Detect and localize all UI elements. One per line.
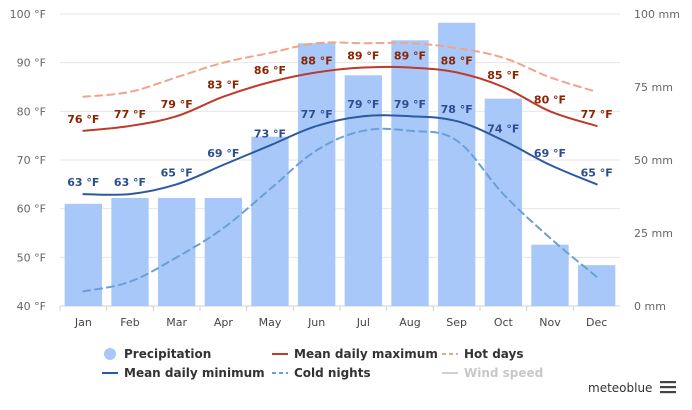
max-temp-label: 85 °F [487, 69, 519, 82]
temperature-lines [82, 41, 598, 293]
min-temp-label: 65 °F [581, 166, 613, 179]
min-temp-label: 65 °F [161, 166, 193, 179]
precipitation-bar [111, 197, 149, 306]
precipitation-bar [344, 75, 382, 306]
precipitation-bars [64, 22, 616, 307]
min-temp-label: 63 °F [114, 176, 146, 189]
max-temp-label: 79 °F [161, 98, 193, 111]
precipitation-bar [298, 43, 336, 306]
precipitation-bar [578, 265, 616, 306]
legend-symbol [104, 348, 116, 360]
series-line-cold-nights [82, 127, 598, 293]
min-temp-label: 73 °F [254, 127, 286, 140]
x-tick-label: Apr [214, 316, 234, 329]
hamburger-menu-icon[interactable] [660, 381, 676, 394]
series-line-hot-days [82, 41, 598, 98]
legend-item-cold-nights[interactable]: Cold nights [272, 366, 371, 380]
max-temp-label: 80 °F [534, 93, 566, 106]
legend-item-mean-daily-maximum[interactable]: Mean daily maximum [272, 347, 438, 361]
precipitation-bar [531, 244, 569, 306]
x-tick-label: May [259, 316, 282, 329]
x-tick-label: Aug [399, 316, 420, 329]
legend-item-wind-speed[interactable]: Wind speed [442, 366, 543, 380]
grid-lines [59, 13, 620, 311]
y-right-tick-label: 100 mm [634, 8, 680, 21]
legend-label: Hot days [464, 347, 523, 361]
precipitation-bar [251, 136, 289, 306]
series-line-mean-daily-minimum [82, 114, 598, 196]
max-temp-label: 89 °F [347, 50, 379, 63]
axis-ticks: 40 °F 50 °F 60 °F 70 °F 80 °F 90 °F 100 °F 0 mm… [10, 8, 680, 329]
max-temp-label: 88 °F [441, 54, 473, 67]
precipitation-bar [484, 98, 522, 307]
legend-label: Mean daily minimum [124, 366, 265, 380]
x-tick-label: Feb [120, 316, 139, 329]
max-temp-label: 83 °F [207, 79, 239, 92]
min-temp-label: 78 °F [441, 103, 473, 116]
x-tick-label: Jun [307, 316, 325, 329]
y-left-tick-label: 80 °F [17, 105, 46, 118]
x-tick-label: Nov [539, 316, 561, 329]
max-temp-label: 77 °F [581, 108, 613, 121]
max-temp-label: 76 °F [67, 113, 99, 126]
min-temp-label: 69 °F [207, 147, 239, 160]
min-temp-label: 79 °F [394, 98, 426, 111]
legend-label: Precipitation [124, 347, 211, 361]
x-tick-label: Oct [494, 316, 514, 329]
max-temp-label: 88 °F [301, 54, 333, 67]
legend[interactable]: Precipitation Mean daily maximum Hot days M… [102, 347, 543, 380]
precipitation-bar [204, 197, 242, 306]
y-right-tick-label: 50 mm [634, 154, 673, 167]
x-tick-label: Jul [356, 316, 370, 329]
min-temp-label: 74 °F [487, 123, 519, 136]
x-tick-label: Jan [74, 316, 92, 329]
precipitation-bar [391, 40, 429, 306]
legend-item-precipitation[interactable]: Precipitation [104, 347, 211, 361]
series-line-mean-daily-maximum [82, 65, 598, 132]
x-tick-label: Mar [166, 316, 187, 329]
brand-label: meteoblue [588, 381, 652, 395]
min-temp-label: 77 °F [301, 108, 333, 121]
y-left-tick-label: 100 °F [10, 8, 46, 21]
legend-label: Cold nights [294, 366, 371, 380]
min-temp-label: 63 °F [67, 176, 99, 189]
legend-label: Wind speed [464, 366, 543, 380]
max-temp-label: 77 °F [114, 108, 146, 121]
legend-label: Mean daily maximum [294, 347, 438, 361]
x-tick-label: Sep [446, 316, 467, 329]
min-temp-label: 79 °F [347, 98, 379, 111]
y-left-tick-label: 70 °F [17, 154, 46, 167]
max-temp-label: 89 °F [394, 50, 426, 63]
x-tick-label: Dec [586, 316, 607, 329]
y-right-tick-label: 75 mm [634, 81, 673, 94]
y-left-tick-label: 40 °F [17, 300, 46, 313]
max-temp-label: 86 °F [254, 64, 286, 77]
y-right-tick-label: 25 mm [634, 227, 673, 240]
y-left-tick-label: 90 °F [17, 57, 46, 70]
precipitation-bar [158, 197, 196, 306]
y-right-tick-label: 0 mm [634, 300, 666, 313]
legend-item-hot-days[interactable]: Hot days [442, 347, 523, 361]
y-left-tick-label: 60 °F [17, 203, 46, 216]
menu-bar-top [660, 381, 676, 384]
data-labels: 76 °F 77 °F 79 °F 83 °F 86 °F 88 °F 89 °F 89 °F… [67, 50, 612, 190]
menu-bar-middle [660, 386, 676, 389]
min-temp-label: 69 °F [534, 147, 566, 160]
branding: meteoblue [588, 381, 676, 395]
menu-bar-bottom [660, 391, 676, 394]
y-left-tick-label: 50 °F [17, 251, 46, 264]
legend-item-mean-daily-minimum[interactable]: Mean daily minimum [102, 366, 265, 380]
